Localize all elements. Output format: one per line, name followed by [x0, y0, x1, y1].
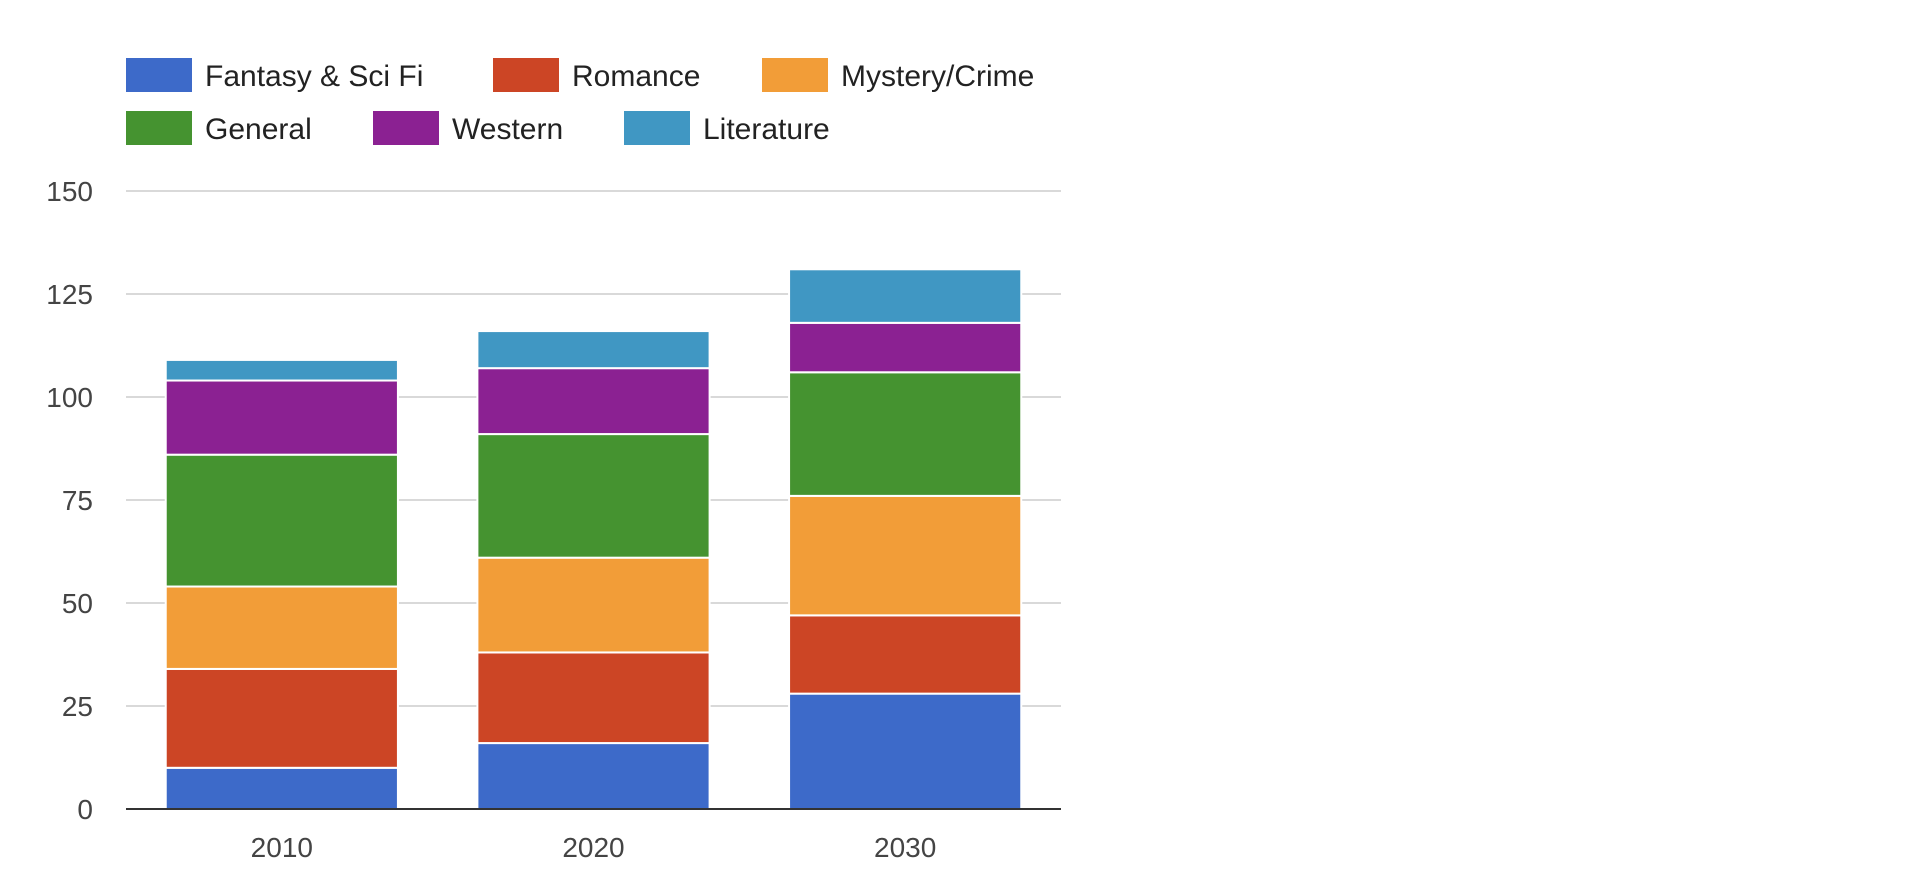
- legend-label: Romance: [572, 60, 700, 93]
- bar-stack: [788, 268, 1023, 811]
- legend-label: Western: [452, 113, 563, 146]
- x-tick-label: 2020: [562, 832, 624, 863]
- legend: Fantasy & Sci Fi Romance Mystery/Crime Gene…: [126, 58, 1034, 146]
- legend-swatch: [373, 111, 439, 145]
- legend-item[interactable]: Literature: [624, 111, 830, 146]
- bar-segment[interactable]: [164, 379, 399, 456]
- y-tick-label: 150: [46, 176, 93, 207]
- legend-item[interactable]: Mystery/Crime: [762, 58, 1034, 93]
- bar-stack: [476, 330, 711, 811]
- legend-label: Literature: [703, 113, 830, 146]
- y-tick-label: 75: [62, 485, 93, 516]
- bar-segment[interactable]: [476, 742, 711, 811]
- y-tick-label: 25: [62, 691, 93, 722]
- y-tick-label: 50: [62, 588, 93, 619]
- legend-label: Mystery/Crime: [841, 60, 1034, 93]
- legend-item[interactable]: Western: [373, 111, 563, 146]
- bar-segment[interactable]: [476, 433, 711, 559]
- y-tick-label: 125: [46, 279, 93, 310]
- bar-segment[interactable]: [164, 453, 399, 588]
- legend-swatch: [126, 111, 192, 145]
- x-tick-label: 2030: [874, 832, 936, 863]
- bar-segment[interactable]: [476, 651, 711, 745]
- bar-segment[interactable]: [164, 667, 399, 769]
- legend-swatch: [493, 58, 559, 92]
- bar-segment[interactable]: [476, 330, 711, 370]
- bar-segment[interactable]: [476, 367, 711, 436]
- legend-label: Fantasy & Sci Fi: [205, 60, 423, 93]
- legend-swatch: [624, 111, 690, 145]
- bars: [164, 268, 1023, 811]
- legend-swatch: [126, 58, 192, 92]
- legend-swatch: [762, 58, 828, 92]
- legend-item[interactable]: Fantasy & Sci Fi: [126, 58, 423, 93]
- bar-segment[interactable]: [476, 556, 711, 654]
- bar-segment[interactable]: [788, 268, 1023, 324]
- bar-segment[interactable]: [788, 692, 1023, 811]
- bar-segment[interactable]: [164, 585, 399, 670]
- y-axis-ticks: 0 25 50 75 100 125 150: [46, 176, 93, 825]
- y-tick-label: 100: [46, 382, 93, 413]
- bar-segment[interactable]: [788, 494, 1023, 617]
- y-tick-label: 0: [77, 794, 93, 825]
- bar-segment[interactable]: [164, 766, 399, 810]
- legend-item[interactable]: General: [126, 111, 312, 146]
- x-tick-label: 2010: [251, 832, 313, 863]
- legend-label: General: [205, 113, 312, 146]
- bar-stack: [164, 358, 399, 810]
- bar-segment[interactable]: [164, 358, 399, 382]
- bar-segment[interactable]: [788, 371, 1023, 497]
- bar-segment[interactable]: [788, 321, 1023, 374]
- x-axis-ticks: 2010 2020 2030: [251, 832, 937, 863]
- bar-segment[interactable]: [788, 614, 1023, 695]
- legend-item[interactable]: Romance: [493, 58, 700, 93]
